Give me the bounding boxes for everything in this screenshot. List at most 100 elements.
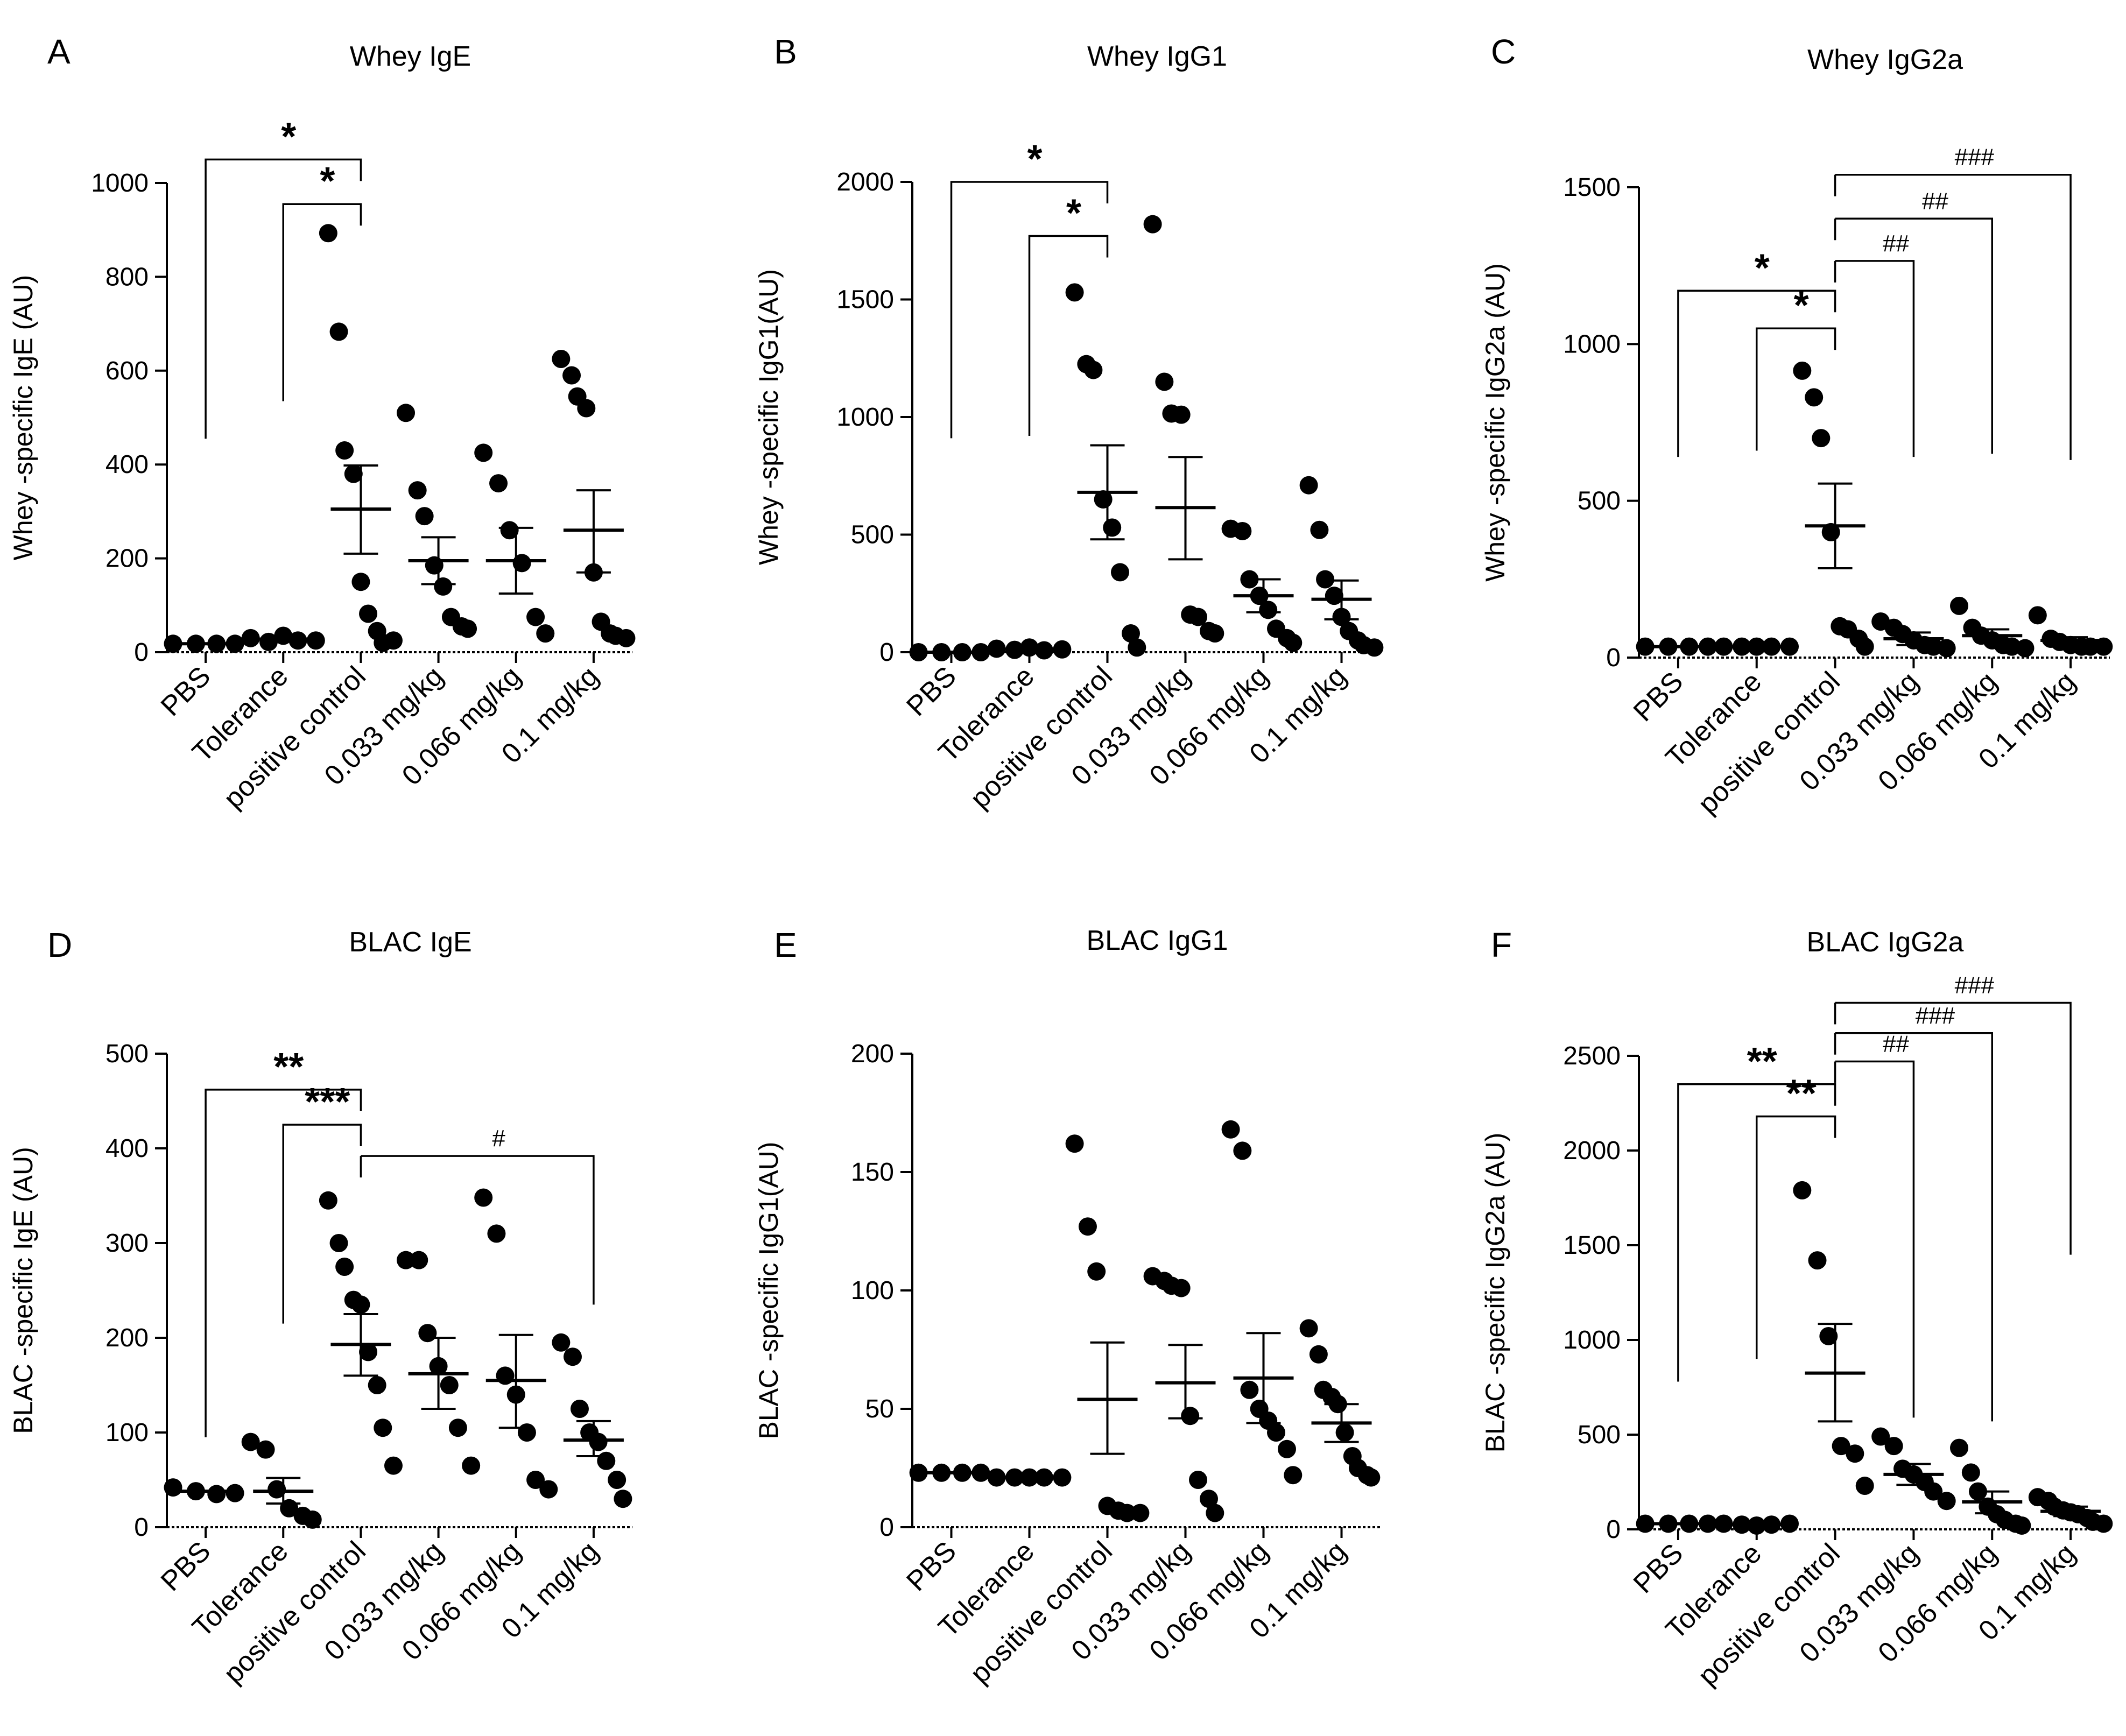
data-point: [1131, 1504, 1150, 1522]
data-point: [1819, 1326, 1838, 1345]
y-tick-label: 2500: [1563, 1042, 1621, 1070]
data-point: [1233, 521, 1252, 540]
data-point: [1110, 563, 1129, 582]
data-point: [1299, 476, 1318, 495]
data-point: [1084, 361, 1103, 379]
y-tick-label: 200: [105, 545, 149, 573]
panel-d: D BLAC IgE BLAC -specific IgE (AU) 0 100 200 3…: [8, 926, 632, 1690]
significance-bracket: [1835, 1001, 2072, 1255]
significance-label: ###: [1916, 1003, 1955, 1029]
y-tick-label: 1000: [836, 403, 894, 432]
data-point: [1714, 1514, 1733, 1533]
data-point: [1172, 405, 1191, 424]
chart-title: BLAC IgG2a: [1807, 927, 1964, 958]
data-point: [359, 1343, 378, 1361]
data-point: [335, 441, 354, 460]
panel-label: D: [47, 926, 72, 964]
data-point: [1950, 1438, 1968, 1457]
data-point: [462, 1456, 481, 1475]
data-point: [1846, 1444, 1864, 1463]
panel-b: B Whey IgG1 Whey -specific IgG1(AU) 0 500 100…: [754, 32, 1384, 815]
significance-label: ***: [305, 1081, 350, 1124]
data-point: [1259, 601, 1278, 619]
significance-bracket: [205, 158, 362, 439]
y-tick-label: 400: [105, 450, 149, 479]
data-point: [474, 1188, 493, 1207]
data-point: [164, 1478, 182, 1497]
data-point: [241, 629, 260, 647]
significance-bracket: [282, 1124, 362, 1324]
data-point: [440, 1376, 459, 1394]
data-point: [1805, 388, 1824, 407]
data-point: [319, 224, 337, 243]
data-point: [1812, 429, 1831, 448]
data-point: [2094, 1514, 2113, 1533]
data-point: [1299, 1319, 1318, 1338]
panel-f: F BLAC IgG2a BLAC -specific IgG2a (AU) 0 500…: [1480, 926, 2113, 1692]
data-point: [329, 322, 348, 341]
data-point: [1937, 1492, 1956, 1511]
chart-title: Whey IgG2a: [1807, 44, 1963, 75]
data-point: [474, 443, 493, 462]
data-point: [909, 1463, 928, 1482]
data-point: [1155, 372, 1174, 391]
significance-bracket: [1835, 173, 2072, 460]
y-tick-label: 200: [105, 1324, 149, 1352]
data-point: [536, 624, 555, 643]
significance-label: ###: [1955, 972, 1995, 998]
data-point: [368, 1376, 386, 1394]
significance-bracket: [205, 1089, 362, 1437]
panel-c: C Whey IgG2a Whey -specific IgG2a (AU) 0 500…: [1480, 32, 2113, 820]
significance-bracket: [1835, 1060, 1915, 1418]
data-point: [1808, 1251, 1827, 1270]
data-point: [384, 1456, 403, 1475]
data-point: [418, 1324, 437, 1343]
y-tick-label: 500: [1578, 487, 1621, 516]
data-point: [1103, 518, 1122, 537]
data-point: [1855, 637, 1874, 656]
y-axis-label: BLAC -specific IgE (AU): [8, 1147, 38, 1434]
panel-e: E BLAC IgG1 BLAC -specific IgG1(AU) 0 50 100 1…: [754, 925, 1381, 1690]
data-point: [1780, 1514, 1799, 1533]
y-tick-label: 0: [134, 1513, 149, 1542]
data-point: [448, 1419, 467, 1437]
data-point: [1714, 637, 1733, 656]
panel-label: B: [774, 32, 797, 71]
data-point: [1636, 1514, 1655, 1533]
data-point: [1053, 1468, 1072, 1487]
significance-label: ##: [1922, 188, 1948, 214]
data-point: [1128, 638, 1146, 657]
chart-title: BLAC IgE: [349, 927, 471, 958]
data-point: [1087, 1262, 1106, 1281]
significance-label: *: [281, 115, 296, 158]
y-axis-label: Whey -specific IgE (AU): [8, 275, 38, 561]
x-tick-label: positive control: [965, 1535, 1118, 1689]
significance-bracket: [950, 181, 1109, 439]
significance-label: **: [1747, 1040, 1777, 1083]
chart-title: Whey IgE: [350, 41, 471, 72]
y-axis-label: BLAC -specific IgG2a (AU): [1480, 1133, 1510, 1453]
data-point: [1937, 639, 1956, 658]
data-point: [1233, 1141, 1252, 1160]
significance-bracket: [1835, 1032, 1993, 1422]
data-point: [1206, 1504, 1224, 1522]
data-point: [1961, 1463, 1980, 1482]
data-point: [1793, 361, 1812, 380]
data-point: [987, 1468, 1006, 1487]
significance-label: ###: [1955, 144, 1995, 171]
data-point: [489, 474, 508, 493]
y-tick-label: 100: [851, 1276, 894, 1305]
data-point: [589, 1432, 608, 1451]
significance-label: *: [1066, 192, 1081, 235]
data-point: [1924, 1482, 1943, 1501]
data-point: [1284, 633, 1303, 652]
y-tick-label: 1000: [1563, 1326, 1621, 1354]
data-point: [344, 464, 363, 483]
data-point: [496, 1366, 515, 1385]
significance-bracket: [1835, 217, 1993, 454]
panel-label: C: [1491, 32, 1516, 71]
data-point: [241, 1432, 260, 1451]
data-point: [517, 1423, 536, 1442]
x-tick-label: PBS: [155, 660, 217, 722]
significance-bracket: [282, 203, 362, 401]
